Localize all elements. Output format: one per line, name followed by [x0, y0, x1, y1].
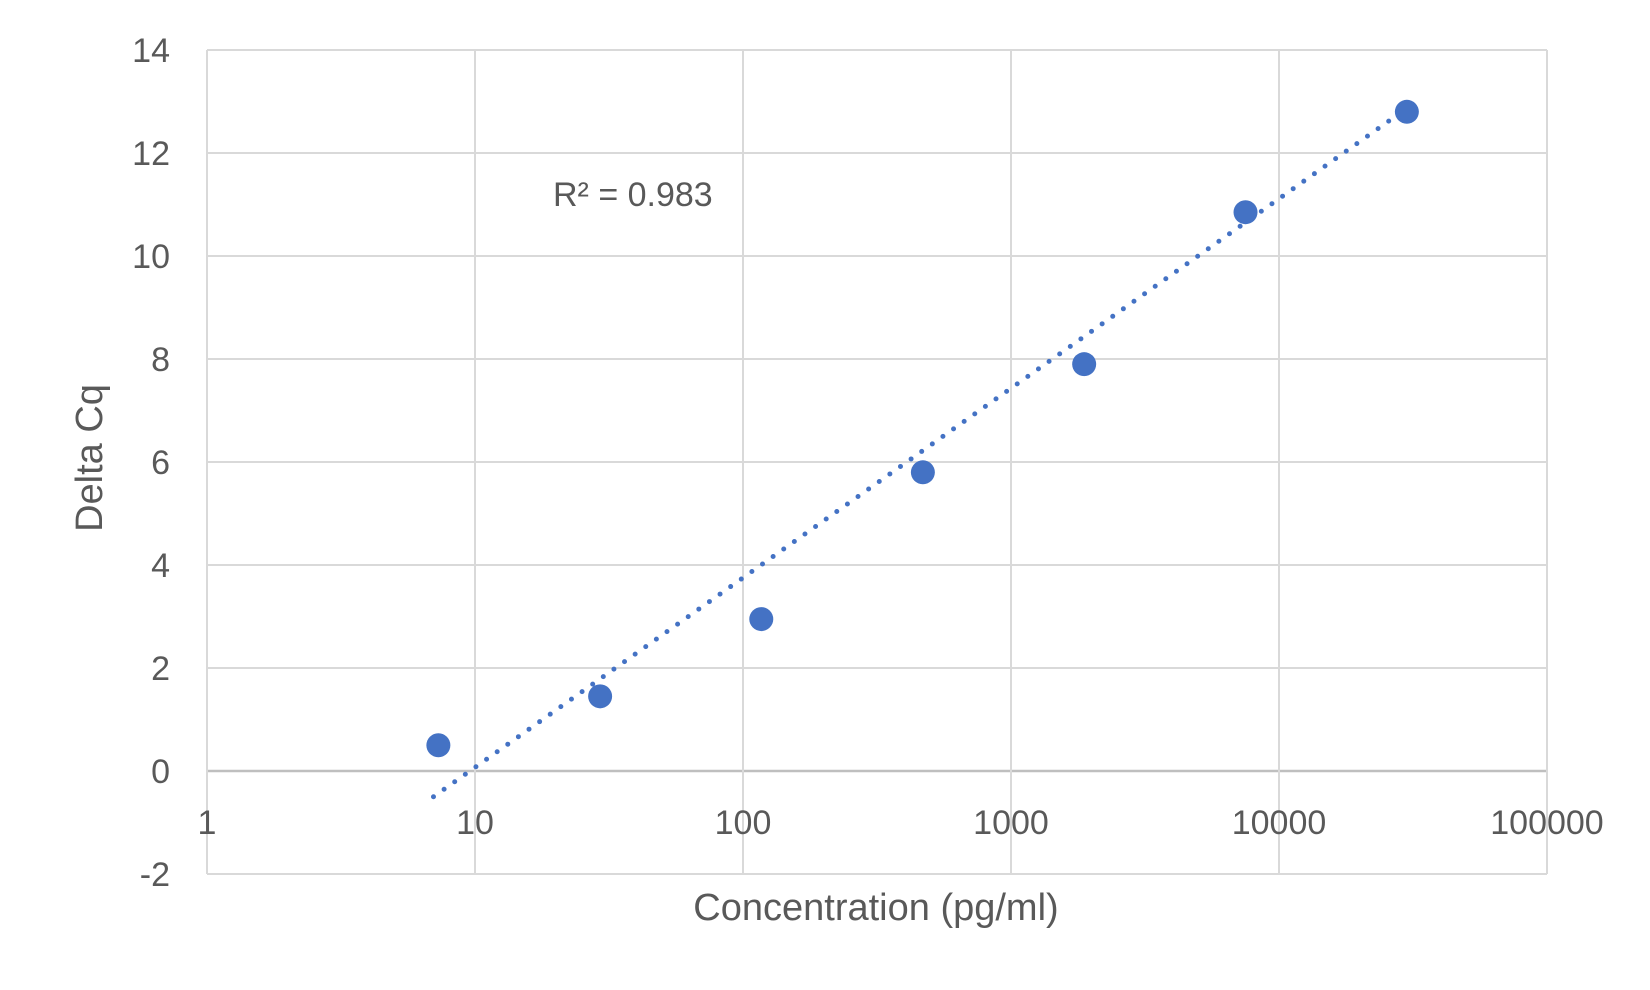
- x-tick-label: 100: [715, 804, 772, 842]
- data-point: [588, 684, 613, 709]
- x-tick-label: 10000: [1232, 804, 1327, 842]
- data-point: [1072, 352, 1097, 377]
- y-tick-label: 10: [132, 238, 170, 276]
- data-point: [749, 607, 774, 632]
- y-tick-label: 14: [132, 32, 170, 70]
- data-point: [1233, 200, 1258, 225]
- data-points: [426, 99, 1419, 758]
- y-tick-label: 12: [132, 135, 170, 173]
- y-tick-label: 2: [151, 650, 170, 688]
- data-point: [910, 460, 935, 485]
- x-tick-label: 1: [198, 804, 217, 842]
- x-axis-title: Concentration (pg/ml): [693, 887, 1058, 929]
- y-tick-label: 8: [151, 341, 170, 379]
- trendline-dotted: [430, 114, 1398, 800]
- y-tick-label: 4: [151, 547, 170, 585]
- x-tick-label: 100000: [1490, 804, 1603, 842]
- data-point: [426, 733, 451, 758]
- y-tick-label: -2: [140, 856, 170, 894]
- y-tick-label: 0: [151, 753, 170, 791]
- y-axis-title: Delta Cq: [69, 384, 111, 532]
- data-point: [1394, 99, 1419, 124]
- tick-labels: -2 0 2 4 6 8 10 12 14 1 10 100 1000 10000 100000: [132, 32, 1604, 894]
- r-squared-annotation: R² = 0.983: [553, 176, 713, 214]
- x-tick-label: 1000: [973, 804, 1049, 842]
- grid: [206, 49, 1548, 875]
- x-tick-label: 10: [456, 804, 494, 842]
- trendline: [430, 114, 1398, 800]
- y-tick-label: 6: [151, 444, 170, 482]
